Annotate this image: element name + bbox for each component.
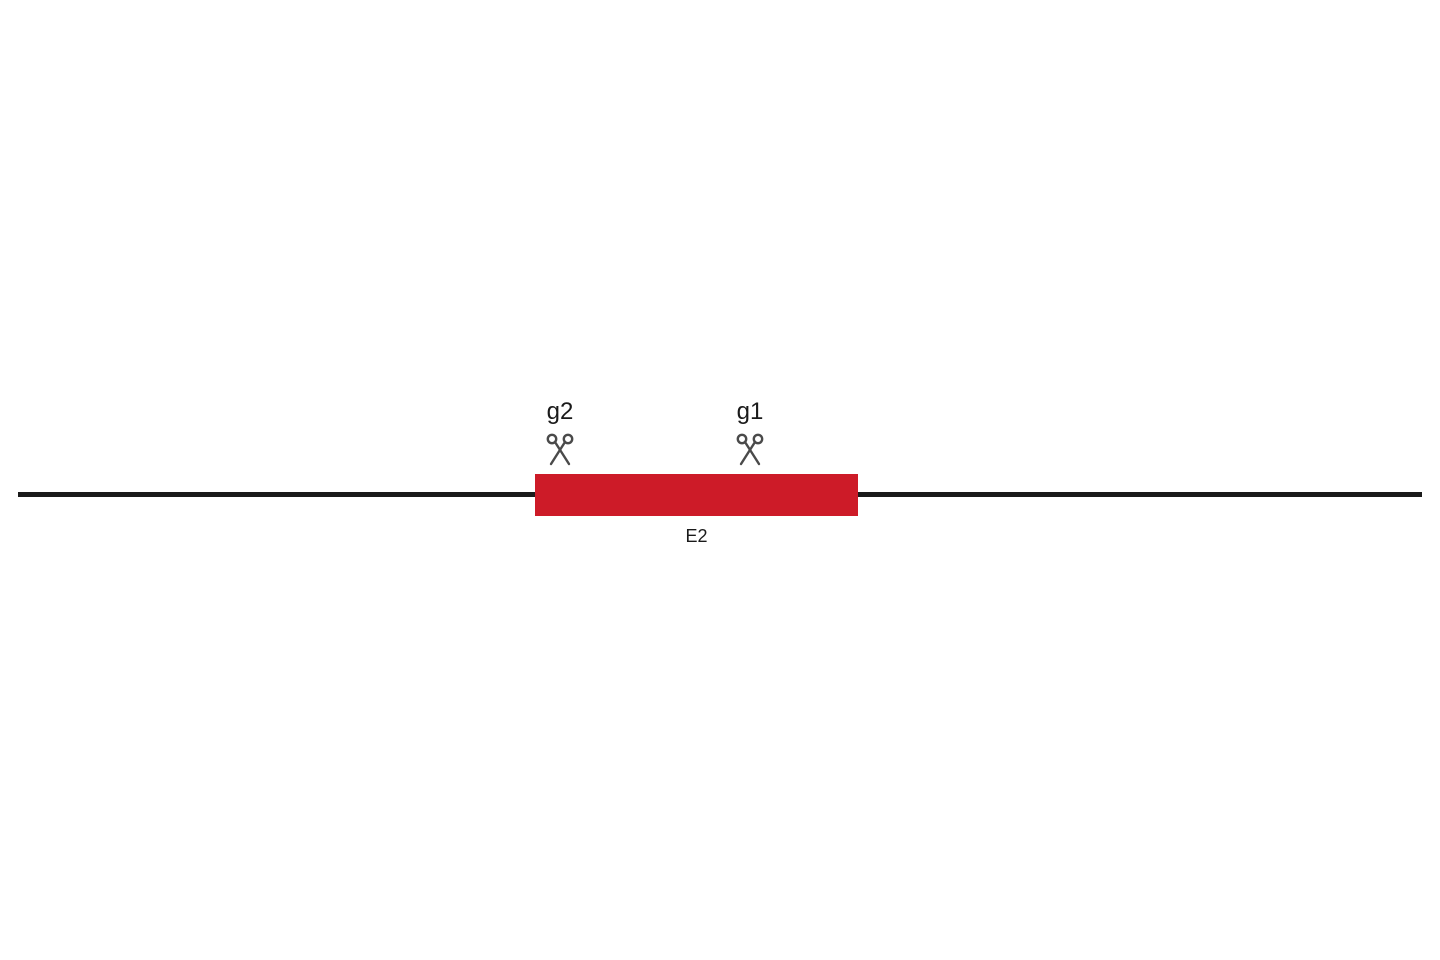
exon-e2-label: E2 xyxy=(657,526,737,547)
scissors-icon xyxy=(542,432,578,468)
exon-e2-block xyxy=(535,474,858,516)
scissors-icon xyxy=(732,432,768,468)
genome-line-left xyxy=(18,492,535,497)
genome-line-right xyxy=(858,492,1422,497)
guide-g1-label: g1 xyxy=(720,398,780,426)
guide-g2-label: g2 xyxy=(530,398,590,426)
